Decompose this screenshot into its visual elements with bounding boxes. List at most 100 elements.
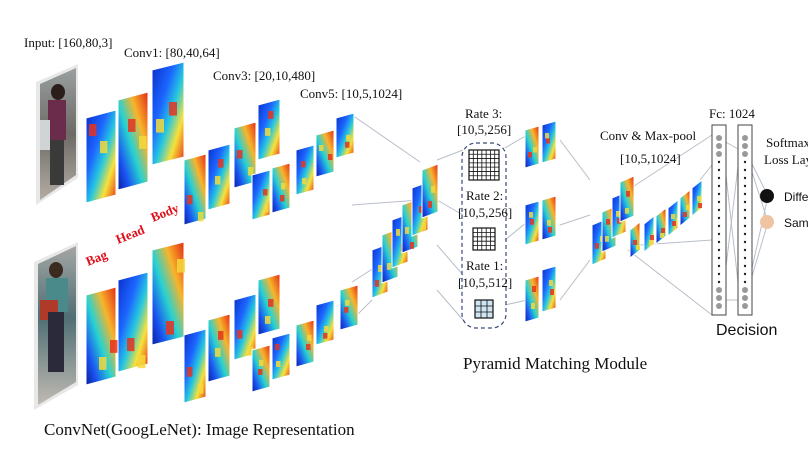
activation-spot — [396, 229, 400, 236]
activation-spot — [248, 347, 254, 356]
fc-neuron — [743, 224, 747, 228]
feature-map-panel — [85, 109, 117, 204]
fc-neuron — [717, 216, 721, 220]
feature-maps — [85, 61, 703, 404]
softmax-label-2: Loss Layer — [764, 152, 808, 167]
activation-spot — [280, 195, 285, 202]
rate2-label: Rate 2: — [466, 188, 503, 203]
pyramid-caption: Pyramid Matching Module — [463, 354, 647, 373]
fc-neuron — [716, 287, 722, 293]
activation-spot — [625, 208, 629, 214]
activation-spot — [410, 242, 414, 249]
part-label-bag: Bag — [84, 247, 110, 269]
activation-spot — [99, 357, 107, 370]
convmax-dim: [10,5,1024] — [620, 151, 681, 166]
feature-map-panel — [541, 195, 557, 241]
activation-spot — [626, 191, 630, 197]
activation-spot — [617, 218, 621, 224]
activation-spot — [344, 307, 349, 313]
activation-spot — [198, 212, 204, 222]
feature-map-panel — [85, 286, 117, 386]
feature-map-panel — [315, 299, 335, 346]
fc-neuron — [717, 232, 721, 236]
fc-neuron — [743, 160, 747, 164]
activation-spot — [431, 186, 435, 193]
activation-spot — [268, 111, 274, 119]
fc-neuron — [717, 200, 721, 204]
feature-map-panel — [541, 265, 557, 313]
feature-map-panel — [117, 271, 149, 373]
activation-spot — [198, 384, 204, 394]
fc-neuron — [716, 295, 722, 301]
activation-spot — [428, 201, 432, 208]
activation-spot — [268, 299, 274, 307]
rate1-dim: [10,5,512] — [458, 275, 512, 290]
fc-neuron — [743, 200, 747, 204]
input-image-top — [36, 64, 78, 205]
activation-spot — [215, 176, 221, 185]
conv1-label: Conv1: [80,40,64] — [124, 45, 220, 60]
activation-spot — [533, 147, 537, 153]
activation-spot — [138, 355, 146, 369]
activation-spot — [100, 141, 108, 154]
activation-spot — [89, 124, 97, 137]
activation-spot — [139, 136, 147, 149]
fc-neuron — [717, 192, 721, 196]
same-node — [760, 215, 774, 229]
activation-spot — [697, 196, 701, 201]
activation-spot — [529, 212, 533, 218]
activation-spot — [671, 214, 675, 219]
feature-map-panel — [183, 153, 207, 226]
softmax-label-1: Softmax — [766, 135, 808, 150]
convmax-label: Conv & Max-pool — [600, 128, 696, 143]
activation-spot — [307, 335, 312, 341]
activation-spot — [218, 331, 224, 340]
fc-neuron — [717, 256, 721, 260]
activation-spot — [127, 338, 135, 352]
fc-neuron — [743, 208, 747, 212]
feature-map-panel — [271, 332, 291, 381]
fc-neuron — [743, 176, 747, 180]
activation-spot — [546, 138, 550, 144]
feature-map-panel — [151, 61, 185, 166]
activation-spot — [649, 240, 653, 245]
part-label-head: Head — [114, 221, 148, 246]
activation-spot — [128, 119, 136, 132]
fc-neuron — [742, 135, 748, 141]
activation-spot — [259, 360, 264, 366]
fc-neuron — [743, 248, 747, 252]
rate1-grid — [474, 299, 494, 319]
activation-spot — [375, 280, 379, 287]
activation-spot — [532, 286, 536, 292]
activation-spot — [177, 259, 185, 273]
fc-neuron — [717, 208, 721, 212]
activation-spot — [169, 102, 177, 116]
fc-neuron — [717, 176, 721, 180]
activation-spot — [301, 161, 306, 168]
fc-neuron — [743, 272, 747, 276]
feature-map-panel — [295, 144, 315, 196]
activation-spot — [547, 220, 551, 226]
activation-spot — [606, 219, 610, 225]
fc-neuron — [742, 303, 748, 309]
fc-neuron — [742, 287, 748, 293]
feature-map-panel — [524, 275, 540, 323]
activation-spot — [531, 303, 535, 309]
feature-map-panel — [315, 129, 335, 178]
fc-neuron — [716, 135, 722, 141]
legend-different: Different — [784, 190, 808, 204]
fc-neuron — [743, 280, 747, 284]
fc-neuron — [716, 143, 722, 149]
feature-map-panel — [335, 112, 355, 159]
activation-spot — [265, 128, 271, 136]
activation-spot — [633, 240, 637, 245]
activation-spot — [422, 223, 426, 230]
different-node — [760, 189, 774, 203]
rate2-grid — [472, 227, 496, 251]
activation-spot — [345, 300, 350, 306]
feature-map-panel — [655, 206, 667, 246]
activation-spot — [218, 159, 224, 168]
fc-neuron — [743, 232, 747, 236]
feature-map-panel — [619, 175, 635, 223]
